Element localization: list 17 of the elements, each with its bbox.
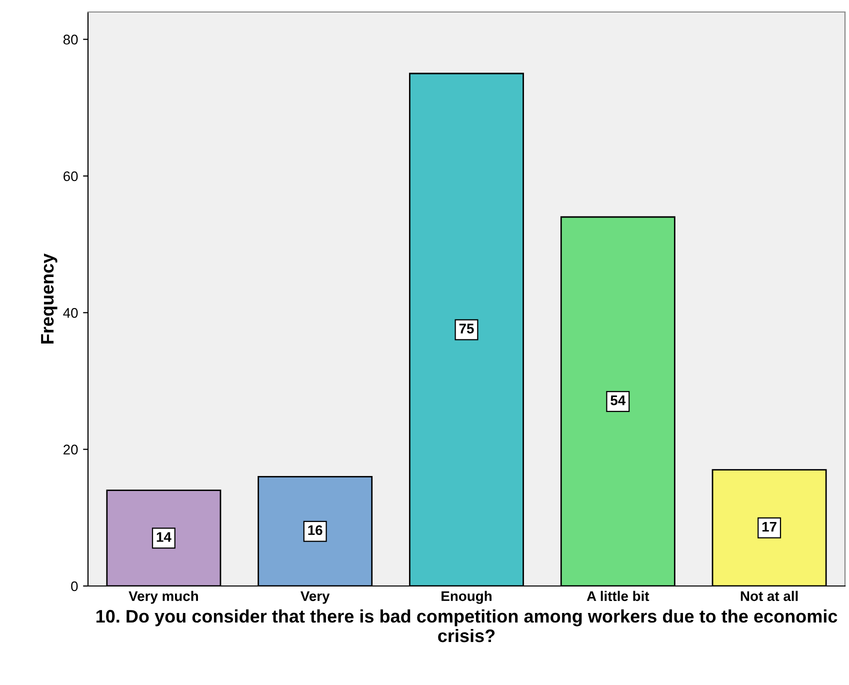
x-tick-label: Not at all	[740, 590, 798, 602]
y-tick-label: 20	[64, 444, 78, 455]
data-label: 75	[459, 324, 474, 334]
x-tick-label: A little bit	[586, 590, 650, 602]
data-label: 17	[762, 522, 776, 532]
x-axis-title: 10. Do you consider that there is bad competition among workers due to the economic crisis?	[96, 609, 838, 642]
y-tick-label: 40	[63, 308, 78, 318]
y-axis-title: Frequency	[41, 253, 58, 344]
x-tick-label: Very	[300, 591, 330, 604]
x-tick-label: Enough	[442, 590, 492, 604]
data-label: 54	[610, 396, 626, 406]
y-tick-label: 80	[63, 34, 78, 45]
data-label: 14	[156, 532, 172, 542]
data-label: 16	[308, 525, 322, 536]
y-tick-label: 0	[71, 581, 78, 592]
x-tick-label: Very much	[128, 590, 198, 604]
y-tick-label: 60	[64, 171, 78, 182]
